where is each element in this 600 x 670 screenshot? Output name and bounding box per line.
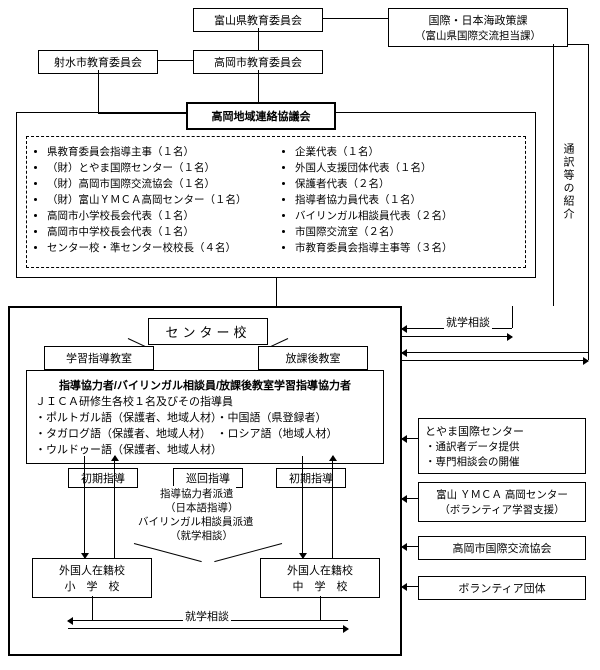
connector xyxy=(402,352,588,353)
label-line1: 富山 ＹＭＣＡ 高岡センター xyxy=(423,487,581,502)
box-council-title: 高岡地域連絡協議会 xyxy=(186,102,336,130)
box-center-body: 指導協力者/バイリンガル相談員/放課後教室学習指導協力者 ＪＩＣＡ研修生各校１名… xyxy=(26,370,384,464)
member-item: センター校・準センター校校長（４名） xyxy=(47,240,271,255)
connector xyxy=(402,586,418,587)
box-toyama-center: とやま国際センター ・通訳者データ提供 ・専門相談会の開催 xyxy=(418,418,586,474)
member-item: 県教育委員会指導主事（１名） xyxy=(47,144,271,159)
box-kyokai: 高岡市国際交流協会 xyxy=(418,536,586,560)
member-item: 外国人支援団体代表（１名） xyxy=(295,160,519,175)
label: 高岡地域連絡協議会 xyxy=(212,111,311,123)
label-line1: とやま国際センター xyxy=(425,423,579,439)
member-item: 指導者協力員代表（１名） xyxy=(295,192,519,207)
label: センター校 xyxy=(165,325,250,340)
box-volunteer: ボランティア団体 xyxy=(418,576,586,600)
label-line1: 外国人在籍校 xyxy=(39,562,145,578)
box-elementary-school: 外国人在籍校 小 学 校 xyxy=(32,558,152,598)
label: 富山県教育委員会 xyxy=(214,15,302,27)
connector xyxy=(320,596,321,620)
junkai-sub4: （就学相談） xyxy=(168,528,235,543)
member-item: 企業代表（１名） xyxy=(295,144,519,159)
connector xyxy=(258,70,259,102)
connector xyxy=(258,28,259,50)
box-intl-policy: 国際・日本海政策課 （富山県国際交流担当課） xyxy=(388,8,568,47)
label: 高岡市教育委員会 xyxy=(214,57,302,69)
label-line2: 中 学 校 xyxy=(267,578,373,594)
connector xyxy=(98,113,186,114)
connector xyxy=(92,596,93,620)
members-right-list: 企業代表（１名） 外国人支援団体代表（１名） 保護者代表（２名） 指導者協力員代… xyxy=(281,143,519,256)
connector xyxy=(114,456,115,558)
member-item: 市教育委員会指導主事等（３名） xyxy=(295,240,519,255)
connector xyxy=(512,306,513,328)
member-item: 保護者代表（２名） xyxy=(295,176,519,191)
junkai-sub1: 指導協力者派遣 xyxy=(158,486,236,501)
label-shoki-l: 初期指導 xyxy=(68,468,138,488)
connector xyxy=(68,628,348,629)
member-item: （財）富山ＹＭＣＡ高岡センター（１名） xyxy=(47,192,271,207)
center-body-item: ・タガログ語（保護者、地域人材） ・ロシア語（地域人材） xyxy=(35,425,375,441)
box-junior-high-school: 外国人在籍校 中 学 校 xyxy=(260,558,380,598)
connector xyxy=(84,456,85,558)
center-body-line1: ＪＩＣＡ研修生各校１名及びその指導員 xyxy=(35,393,375,409)
connector xyxy=(568,44,588,45)
connector xyxy=(302,456,303,558)
label: 放課後教室 xyxy=(286,353,341,365)
connector xyxy=(402,546,418,547)
connector xyxy=(402,360,588,361)
label-shugaku-bottom: 就学相談 xyxy=(183,608,231,624)
label-shugaku-right: 就学相談 xyxy=(444,314,492,330)
connector xyxy=(158,60,193,61)
member-item: 高岡市小学校長会代表（１名） xyxy=(47,208,271,223)
council-members: 県教育委員会指導主事（１名） （財）とやま国際センター（１名） （財）高岡市国際… xyxy=(26,136,526,268)
box-left-tab: 学習指導教室 xyxy=(44,346,154,370)
label-line3: ・専門相談会の開催 xyxy=(425,454,579,469)
connector xyxy=(402,336,512,337)
connector xyxy=(323,18,388,19)
label-line2: 小 学 校 xyxy=(39,578,145,594)
box-ymca: 富山 ＹＭＣＡ 高岡センター （ボランティア学習支援） xyxy=(418,482,586,522)
label-line1: 国際・日本海政策課 xyxy=(395,12,561,28)
members-left-list: 県教育委員会指導主事（１名） （財）とやま国際センター（１名） （財）高岡市国際… xyxy=(33,143,271,256)
label: ボランティア団体 xyxy=(458,583,545,595)
connector-intl-down xyxy=(553,44,554,306)
member-item: バイリンガル相談員代表（２名） xyxy=(295,208,519,223)
box-right-tab: 放課後教室 xyxy=(258,346,368,370)
label: 高岡市国際交流協会 xyxy=(453,543,552,555)
connector xyxy=(98,70,99,113)
label-shoki-r: 初期指導 xyxy=(276,468,346,488)
connector xyxy=(588,44,589,360)
box-center-school: センター校 xyxy=(148,318,268,345)
connector xyxy=(276,278,277,306)
member-item: （財）高岡市国際交流協会（１名） xyxy=(47,176,271,191)
member-item: 高岡市中学校長会代表（１名） xyxy=(47,224,271,239)
label-line2: ・通訳者データ提供 xyxy=(425,439,579,454)
center-body-item: ・ウルドゥー語（保護者、地域人材） xyxy=(35,441,375,457)
connector xyxy=(402,438,418,439)
connector xyxy=(402,498,418,499)
label-interpreter-intro: 通訳等の紹介 xyxy=(560,143,576,221)
label-line1: 外国人在籍校 xyxy=(267,562,373,578)
label: 射水市教育委員会 xyxy=(54,57,142,69)
label-junkai: 巡回指導 xyxy=(173,468,243,488)
junkai-sub2: （日本語指導） xyxy=(163,500,241,515)
diagram-root: 富山県教育委員会 国際・日本海政策課 （富山県国際交流担当課） 射水市教育委員会… xyxy=(8,8,592,662)
connector xyxy=(332,456,333,558)
member-item: （財）とやま国際センター（１名） xyxy=(47,160,271,175)
label: 学習指導教室 xyxy=(66,353,132,365)
label-line2: （富山県国際交流担当課） xyxy=(395,28,561,43)
member-item: 市国際交流室（２名） xyxy=(295,224,519,239)
center-body-title: 指導協力者/バイリンガル相談員/放課後教室学習指導協力者 xyxy=(35,377,375,393)
center-body-item: ・ポルトガル語（保護者、地域人材）・中国語（県登録者） xyxy=(35,409,375,425)
label-line2: （ボランティア学習支援） xyxy=(423,502,581,517)
junkai-sub3: バイリンガル相談員派遣 xyxy=(136,514,256,529)
